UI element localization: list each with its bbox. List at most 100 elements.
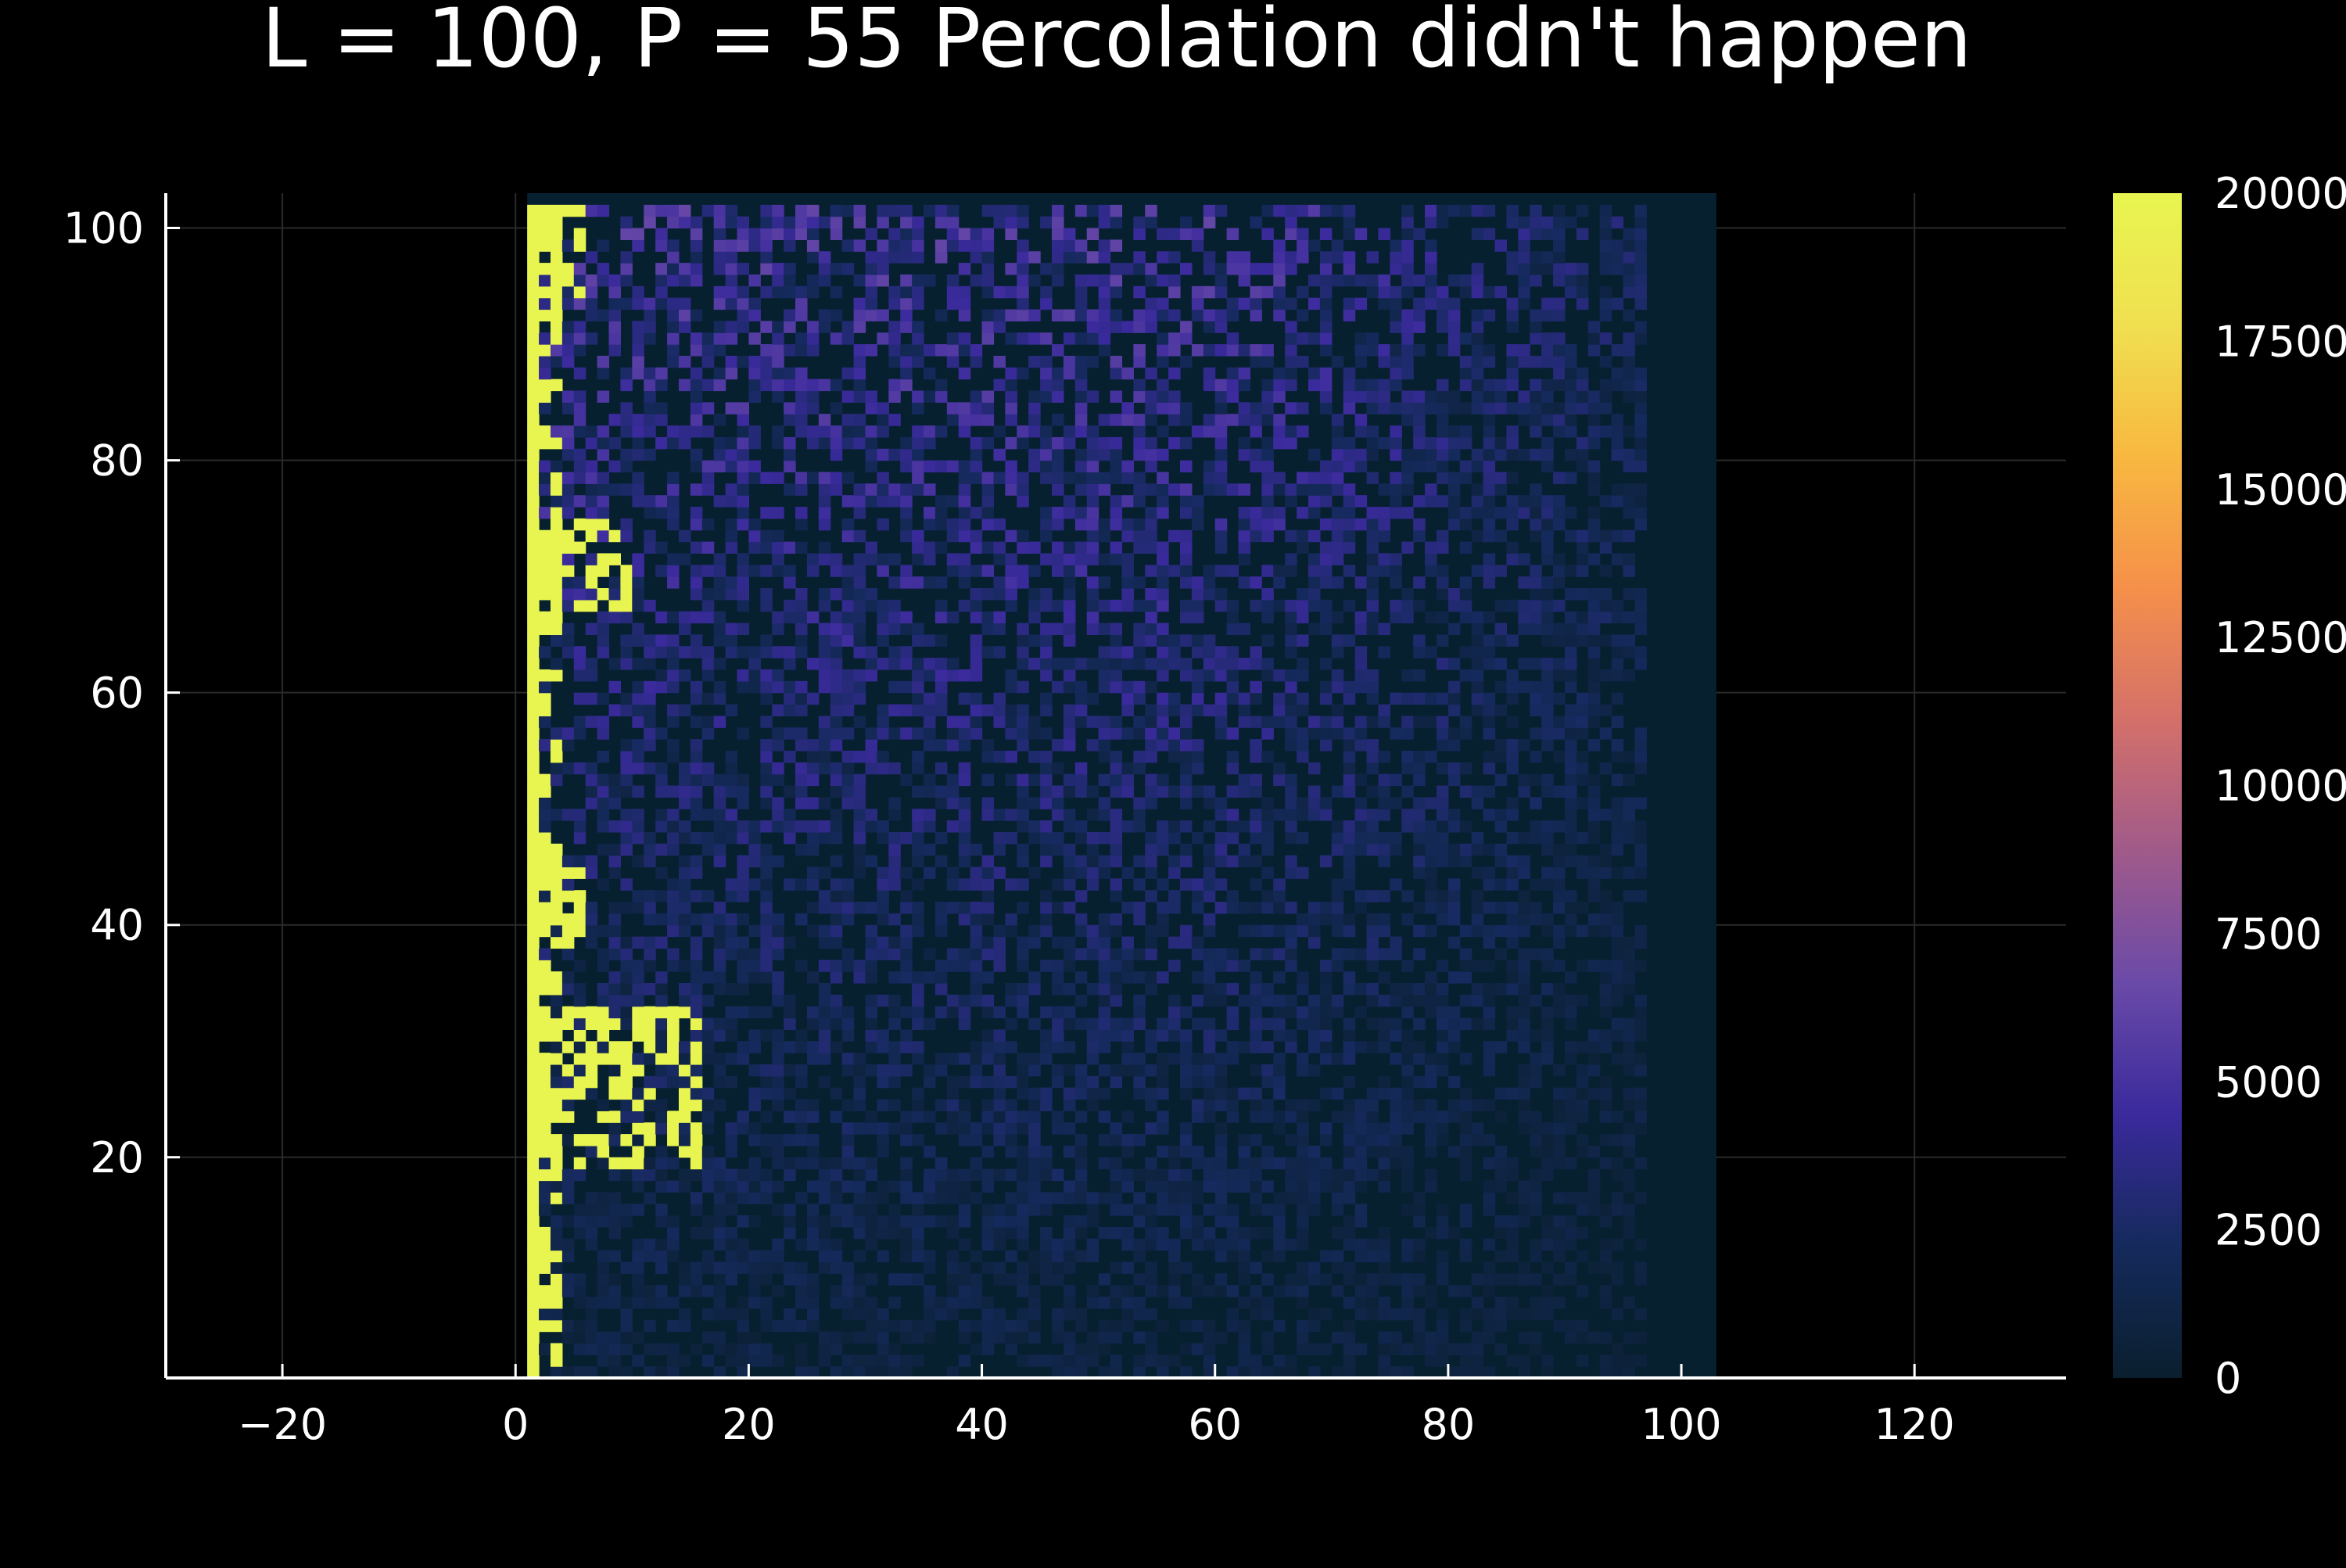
heatmap-cell-1130 xyxy=(620,1134,633,1146)
heatmap-cell-3270 xyxy=(1600,705,1612,716)
heatmap-cell-1749 xyxy=(1192,1018,1204,1030)
heatmap-cell-2146 xyxy=(1087,937,1099,949)
heatmap-cell-3013 xyxy=(784,751,796,762)
heatmap-cell-132 xyxy=(1075,1343,1088,1355)
heatmap-cell-3722 xyxy=(644,600,656,612)
heatmap-cell-1598 xyxy=(644,1041,656,1053)
heatmap-cell-4031 xyxy=(1215,542,1228,554)
heatmap-cell-3613 xyxy=(726,623,738,635)
heatmap-cell-364 xyxy=(1401,1297,1414,1308)
heatmap-cell-1396 xyxy=(1250,1088,1262,1100)
heatmap-cell-4894 xyxy=(1506,368,1519,379)
heatmap-cell-4423 xyxy=(1261,461,1274,472)
heatmap-cell-3189 xyxy=(1110,716,1123,727)
heatmap-cell-3478 xyxy=(1261,658,1274,669)
heatmap-cell-2131 xyxy=(772,937,784,949)
heatmap-cell-1232 xyxy=(1541,1122,1554,1134)
heatmap-cell-4386 xyxy=(1565,472,1577,483)
heatmap-cell-853 xyxy=(1064,1192,1076,1204)
heatmap-cell-1574 xyxy=(1332,1053,1344,1064)
heatmap-cell-4846 xyxy=(1577,379,1589,391)
heatmap-cell-4266 xyxy=(1623,495,1635,507)
heatmap-cell-3568 xyxy=(877,634,889,646)
heatmap-cell-4075 xyxy=(1168,530,1181,542)
heatmap-cell-3635 xyxy=(1145,623,1157,635)
heatmap-cell-970 xyxy=(959,1169,971,1181)
heatmap-cell-3333 xyxy=(655,681,668,693)
heatmap-cell-861 xyxy=(1180,1192,1193,1204)
heatmap-cell-3083 xyxy=(1192,739,1204,751)
heatmap-cell-4602 xyxy=(1273,425,1286,437)
heatmap-cell-295 xyxy=(1145,1308,1157,1320)
heatmap-cell-4635 xyxy=(819,414,831,425)
heatmap-cell-749 xyxy=(1297,1215,1309,1227)
heatmap-cell-2889 xyxy=(1460,786,1473,798)
heatmap-cell-4688 xyxy=(795,402,808,414)
heatmap-cell-4179 xyxy=(1064,507,1076,518)
heatmap-cell-1401 xyxy=(1378,1088,1390,1100)
heatmap-cell-2425 xyxy=(1203,878,1216,890)
heatmap-cell-1952 xyxy=(539,971,551,983)
heatmap-cell-2786 xyxy=(1600,809,1612,820)
heatmap-cell-735 xyxy=(982,1215,995,1227)
heatmap-cell-3368 xyxy=(1355,681,1368,693)
heatmap-cell-281 xyxy=(865,1308,877,1320)
heatmap-cell-4920 xyxy=(970,356,983,368)
heatmap-cell-4760 xyxy=(1075,391,1088,403)
heatmap-cell-220 xyxy=(620,1320,633,1332)
heatmap-cell-3928 xyxy=(1343,565,1356,576)
heatmap-cell-2311 xyxy=(1052,902,1064,913)
heatmap-cell-4493 xyxy=(1577,449,1589,461)
heatmap-cell-3886 xyxy=(597,565,610,576)
heatmap-cell-3136 xyxy=(1168,727,1181,739)
heatmap-cell-2797 xyxy=(737,797,749,809)
heatmap-cell-2737 xyxy=(597,809,610,820)
heatmap-cell-4562 xyxy=(551,425,563,437)
heatmap-cell-2572 xyxy=(1040,844,1053,856)
heatmap-cell-1030 xyxy=(819,1157,831,1169)
heatmap-cell-919 xyxy=(1180,1181,1193,1193)
heatmap-cell-2405 xyxy=(807,878,820,890)
heatmap-cell-1568 xyxy=(1203,1053,1216,1064)
heatmap-cell-2481 xyxy=(1506,867,1519,878)
heatmap-cell-967 xyxy=(924,1169,936,1181)
heatmap-cell-1118 xyxy=(1553,1146,1566,1157)
heatmap-cell-2950 xyxy=(1577,774,1589,786)
heatmap-cell-2408 xyxy=(877,878,889,890)
heatmap-cell-1390 xyxy=(1157,1088,1169,1100)
heatmap-cell-4759 xyxy=(1052,391,1064,403)
heatmap-cell-2544 xyxy=(1565,856,1577,867)
heatmap-cell-4957 xyxy=(632,344,644,356)
heatmap-cell-3567 xyxy=(854,634,866,646)
heatmap-cell-107 xyxy=(539,1343,551,1355)
heatmap-cell-4442 xyxy=(574,449,586,461)
heatmap-cell-2352 xyxy=(667,890,680,902)
heatmap-cell-3338 xyxy=(748,681,761,693)
heatmap-cell-2459 xyxy=(924,867,936,878)
heatmap-cell-4054 xyxy=(644,530,656,542)
heatmap-cell-1889 xyxy=(1530,995,1542,1006)
heatmap-cell-4869 xyxy=(900,368,913,379)
heatmap-cell-4284 xyxy=(819,483,831,495)
heatmap-cell-4301 xyxy=(1133,483,1146,495)
heatmap-cell-4439 xyxy=(1634,461,1647,472)
heatmap-cell-2691 xyxy=(877,820,889,832)
heatmap-cell-1202 xyxy=(947,1122,960,1134)
heatmap-cell-875 xyxy=(1530,1192,1542,1204)
heatmap-cell-4420 xyxy=(1203,461,1216,472)
heatmap-cell-3505 xyxy=(691,646,703,658)
heatmap-cell-1142 xyxy=(807,1134,820,1146)
heatmap-cell-494 xyxy=(655,1261,668,1273)
heatmap-cell-367 xyxy=(1495,1297,1508,1308)
heatmap-cell-163 xyxy=(609,1332,622,1344)
heatmap-cell-1222 xyxy=(1367,1122,1379,1134)
heatmap-cell-660 xyxy=(714,1227,726,1239)
heatmap-cell-4260 xyxy=(1518,495,1530,507)
heatmap-cell-3044 xyxy=(1495,751,1508,762)
heatmap-cell-1596 xyxy=(609,1041,622,1053)
heatmap-cell-3863 xyxy=(1203,576,1216,588)
heatmap-cell-805 xyxy=(1297,1204,1309,1215)
heatmap-cell-1920 xyxy=(1052,983,1064,995)
heatmap-cell-4802 xyxy=(714,379,726,391)
heatmap-cell-1149 xyxy=(993,1134,1006,1146)
